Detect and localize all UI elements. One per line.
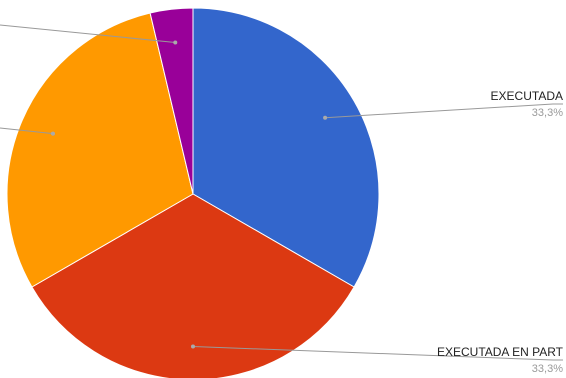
pie-slices bbox=[6, 7, 380, 378]
pie-slice-1[interactable] bbox=[31, 193, 355, 378]
leader-line-1 bbox=[192, 346, 563, 361]
pie-slice-2[interactable] bbox=[6, 12, 194, 288]
leader-line-3 bbox=[0, 24, 176, 44]
pie-slice-0[interactable] bbox=[192, 7, 380, 288]
slice-labels: EXECUTADA 33,3% EXECUTADA EN PART 33,3% bbox=[437, 89, 564, 375]
pie-slice-3[interactable] bbox=[149, 7, 194, 195]
slice-percent-0: 33,3% bbox=[532, 107, 563, 119]
leader-dot-0 bbox=[323, 115, 328, 120]
leader-dot-2 bbox=[50, 131, 55, 136]
slice-percent-1: 33,3% bbox=[532, 363, 563, 375]
slice-label-1: EXECUTADA EN PART bbox=[437, 345, 564, 359]
leader-lines bbox=[0, 24, 563, 361]
leader-line-0 bbox=[325, 103, 563, 119]
slice-label-0: EXECUTADA bbox=[491, 89, 563, 103]
leader-dot-1 bbox=[191, 344, 195, 349]
leader-line-2 bbox=[0, 127, 54, 135]
leader-dot-3 bbox=[173, 40, 178, 45]
